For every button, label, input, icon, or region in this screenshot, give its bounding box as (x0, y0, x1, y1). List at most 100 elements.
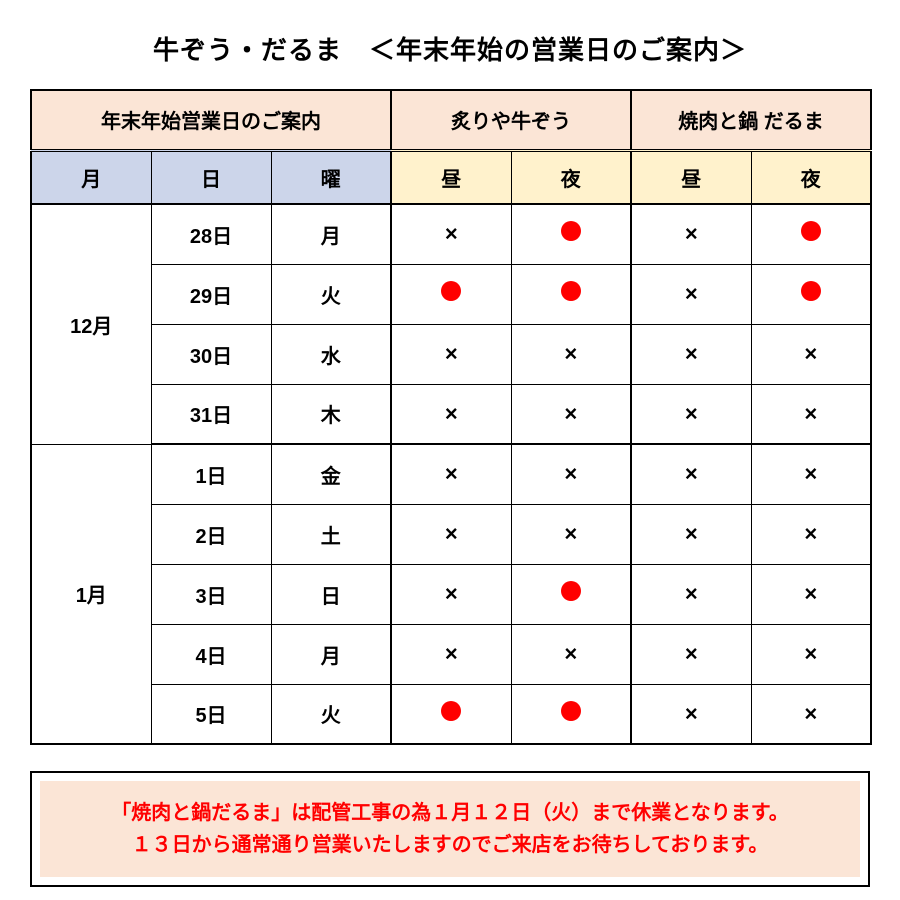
dow-cell: 木 (271, 384, 391, 444)
section-header-dates: 年末年始営業日のご案内 (31, 90, 391, 150)
closed-x-icon: × (685, 641, 698, 666)
notice-line1: 「焼肉と鍋だるま」は配管工事の為１月１２日（火）まで休業となります。 (50, 797, 850, 829)
open-dot-icon (801, 221, 821, 241)
gyuzo-dinner-cell: × (511, 624, 631, 684)
daruma-lunch-cell: × (631, 624, 751, 684)
gyuzo-dinner-cell: × (511, 444, 631, 504)
daruma-lunch-cell: × (631, 684, 751, 744)
gyuzo-dinner-cell (511, 264, 631, 324)
dow-cell: 火 (271, 264, 391, 324)
open-dot-icon (561, 581, 581, 601)
closed-x-icon: × (564, 401, 577, 426)
day-cell: 4日 (151, 624, 271, 684)
gyuzo-dinner-cell: × (511, 324, 631, 384)
dow-cell: 月 (271, 624, 391, 684)
closed-x-icon: × (685, 521, 698, 546)
day-cell: 30日 (151, 324, 271, 384)
dow-cell: 月 (271, 204, 391, 264)
closed-x-icon: × (685, 221, 698, 246)
gyuzo-dinner-cell (511, 684, 631, 744)
gyuzo-dinner-cell (511, 564, 631, 624)
closed-x-icon: × (445, 401, 458, 426)
daruma-dinner-cell: × (751, 684, 871, 744)
gyuzo-lunch-cell: × (391, 444, 511, 504)
dow-cell: 金 (271, 444, 391, 504)
closed-x-icon: × (804, 641, 817, 666)
closed-x-icon: × (564, 461, 577, 486)
dow-cell: 火 (271, 684, 391, 744)
open-dot-icon (561, 221, 581, 241)
closed-x-icon: × (804, 461, 817, 486)
closed-x-icon: × (804, 701, 817, 726)
gyuzo-lunch-cell (391, 264, 511, 324)
daruma-lunch-cell: × (631, 264, 751, 324)
schedule-table: 年末年始営業日のご案内 炙りや牛ぞう 焼肉と鍋 だるま 月 日 曜 昼 夜 昼 … (30, 89, 872, 745)
col-daruma-dinner: 夜 (751, 150, 871, 204)
page-title: 牛ぞう・だるま ＜年末年始の営業日のご案内＞ (30, 30, 870, 67)
col-gyuzo-lunch: 昼 (391, 150, 511, 204)
closed-x-icon: × (804, 521, 817, 546)
dow-cell: 土 (271, 504, 391, 564)
day-cell: 5日 (151, 684, 271, 744)
daruma-dinner-cell: × (751, 324, 871, 384)
day-cell: 1日 (151, 444, 271, 504)
section-header-gyuzo: 炙りや牛ぞう (391, 90, 631, 150)
open-dot-icon (441, 701, 461, 721)
col-gyuzo-dinner: 夜 (511, 150, 631, 204)
section-header-daruma: 焼肉と鍋 だるま (631, 90, 871, 150)
daruma-lunch-cell: × (631, 204, 751, 264)
open-dot-icon (561, 701, 581, 721)
daruma-dinner-cell: × (751, 444, 871, 504)
gyuzo-lunch-cell: × (391, 204, 511, 264)
dow-cell: 水 (271, 324, 391, 384)
month-cell: 1月 (31, 444, 151, 744)
closed-x-icon: × (685, 461, 698, 486)
closed-x-icon: × (445, 581, 458, 606)
daruma-dinner-cell (751, 204, 871, 264)
closed-x-icon: × (804, 581, 817, 606)
gyuzo-dinner-cell (511, 204, 631, 264)
daruma-lunch-cell: × (631, 504, 751, 564)
notice-box: 「焼肉と鍋だるま」は配管工事の為１月１２日（火）まで休業となります。 １３日から… (30, 771, 870, 887)
closed-x-icon: × (445, 221, 458, 246)
gyuzo-lunch-cell: × (391, 504, 511, 564)
day-cell: 31日 (151, 384, 271, 444)
month-cell: 12月 (31, 204, 151, 444)
gyuzo-lunch-cell (391, 684, 511, 744)
schedule-body: 12月28日月××29日火×30日水××××31日木××××1月1日金××××2… (31, 204, 871, 744)
closed-x-icon: × (445, 341, 458, 366)
day-cell: 28日 (151, 204, 271, 264)
closed-x-icon: × (445, 461, 458, 486)
closed-x-icon: × (804, 341, 817, 366)
open-dot-icon (801, 281, 821, 301)
open-dot-icon (441, 281, 461, 301)
closed-x-icon: × (804, 401, 817, 426)
closed-x-icon: × (564, 341, 577, 366)
closed-x-icon: × (445, 521, 458, 546)
notice-text: 「焼肉と鍋だるま」は配管工事の為１月１２日（火）まで休業となります。 １３日から… (40, 781, 860, 877)
daruma-dinner-cell: × (751, 564, 871, 624)
daruma-dinner-cell: × (751, 624, 871, 684)
day-cell: 3日 (151, 564, 271, 624)
col-daruma-lunch: 昼 (631, 150, 751, 204)
gyuzo-lunch-cell: × (391, 624, 511, 684)
gyuzo-lunch-cell: × (391, 564, 511, 624)
day-cell: 29日 (151, 264, 271, 324)
daruma-dinner-cell (751, 264, 871, 324)
gyuzo-lunch-cell: × (391, 384, 511, 444)
closed-x-icon: × (685, 281, 698, 306)
col-day: 日 (151, 150, 271, 204)
closed-x-icon: × (564, 521, 577, 546)
gyuzo-dinner-cell: × (511, 384, 631, 444)
open-dot-icon (561, 281, 581, 301)
closed-x-icon: × (685, 341, 698, 366)
notice-line2: １３日から通常通り営業いたしますのでご来店をお待ちしております。 (50, 829, 850, 861)
gyuzo-lunch-cell: × (391, 324, 511, 384)
daruma-lunch-cell: × (631, 564, 751, 624)
day-cell: 2日 (151, 504, 271, 564)
closed-x-icon: × (685, 581, 698, 606)
daruma-dinner-cell: × (751, 384, 871, 444)
closed-x-icon: × (685, 701, 698, 726)
col-dow: 曜 (271, 150, 391, 204)
daruma-lunch-cell: × (631, 444, 751, 504)
